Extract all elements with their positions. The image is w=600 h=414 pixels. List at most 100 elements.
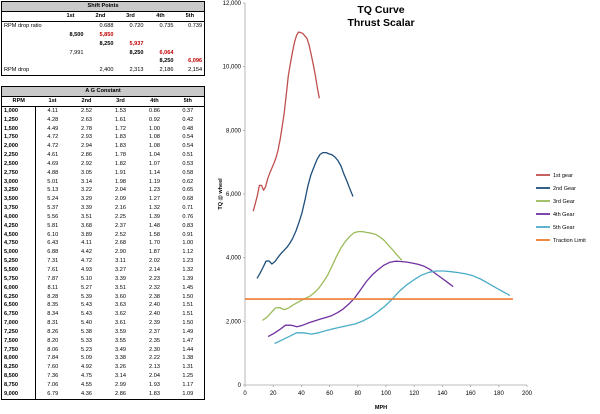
ag-constant-cell: 0.68 <box>182 196 194 203</box>
y-tick-label: 10,000 <box>223 65 242 71</box>
ag-constant-cell: 5.43 <box>81 311 92 318</box>
shift-points-cell: 0.720 <box>129 22 144 29</box>
rpm-cell: 4,000 <box>1 212 36 222</box>
ag-constant-cell: 5.10 <box>81 275 92 282</box>
rpm-cell: 1,000 <box>1 106 36 116</box>
rpm-cell: 6,000 <box>1 283 36 293</box>
table-row: 4,000 5.56 3.51 2.25 1.39 0.76 <box>1 212 205 222</box>
ag-constant-cell: 1.14 <box>149 169 160 176</box>
ag-constant-cell: 5.37 <box>47 205 59 212</box>
rpm-cell: 4,500 <box>1 230 36 240</box>
rpm-cell: 3,000 <box>1 177 36 187</box>
rpm-cell: 6,250 <box>1 292 36 302</box>
table-row: 2,000 4.72 2.94 1.83 1.08 0.54 <box>1 142 205 152</box>
shift-points-cell: 5,850 <box>99 31 114 38</box>
ag-constant-cell: 0.58 <box>182 169 194 176</box>
shift-points-cell <box>176 49 205 58</box>
ag-constant-cell: 8.34 <box>47 311 59 318</box>
x-tick-label: 100 <box>381 391 392 397</box>
rpm-cell: 2,000 <box>1 142 36 152</box>
ag-constant-cell: 1.32 <box>182 267 194 273</box>
shift-points-cell: 6,064 <box>159 49 174 56</box>
shift-points-cell: 0.739 <box>188 22 203 29</box>
rpm-cell: 9,000 <box>1 389 36 400</box>
ag-constant-cell: 7.06 <box>47 381 59 388</box>
tq-curve-chart: 0 2,000 4,000 6,000 8,000 10,000 12,000 0 20 40 6… <box>218 1 586 411</box>
rpm-cell: 8,250 <box>1 363 36 373</box>
ag-constant-cell: 2.35 <box>149 337 160 344</box>
ag-constant-cell: 1.47 <box>182 337 194 344</box>
ag-constant-cell: 1.12 <box>182 249 194 256</box>
x-axis-label: MPH <box>375 405 387 411</box>
ag-constant-cell: 1.51 <box>182 311 194 318</box>
ag-constant-cell: 3.39 <box>115 275 126 282</box>
shift-points-cell: 7,991 <box>69 49 84 56</box>
ag-constant-cell: 4.75 <box>81 373 92 380</box>
rpm-cell: 1,500 <box>1 124 36 134</box>
x-tick-label: 20 <box>270 391 277 397</box>
table-row: 1,000 4.11 2.52 1.53 0.86 0.37 <box>1 106 205 116</box>
ag-constant-cell: 2.02 <box>149 258 160 265</box>
ag-constant-cell: 1.31 <box>182 364 194 371</box>
ag-constant-cell: 1.25 <box>182 373 194 380</box>
y-tick-label: 0 <box>238 383 242 389</box>
plot-area <box>245 31 513 345</box>
y-tick-label: 12,000 <box>223 1 242 7</box>
ag-constant-cell: 1.70 <box>149 240 160 247</box>
ag-constant-cell: 3.22 <box>81 187 92 194</box>
ag-constant-cell: 2.94 <box>81 143 92 150</box>
ag-constant-cell: 3.62 <box>115 311 126 318</box>
ag-constant-cell: 3.11 <box>115 258 126 265</box>
ag-constant-cell: 7.87 <box>47 275 59 282</box>
shift-points-table: Shift Points 1st 2nd 3rd 4th 5th RPM drop ra… <box>1 1 206 77</box>
ag-constant-cell: 2.52 <box>115 231 126 238</box>
ag-constant-cell: 1.58 <box>149 231 160 238</box>
ag-constant-cell: 1.44 <box>182 346 194 353</box>
ag-constant-cell: 6.88 <box>47 249 59 256</box>
ag-constant-cell: 2.04 <box>149 373 160 380</box>
ag-constant-cell: 0.76 <box>182 213 194 220</box>
ag-constant-cell: 0.51 <box>182 152 194 159</box>
shift-points-header-1: 1st <box>55 11 86 22</box>
ag-constant-cell: 4.49 <box>47 125 59 132</box>
ag-constant-cell: 1.07 <box>149 160 160 167</box>
ag-constant-cell: 1.38 <box>182 355 194 362</box>
shift-points-cell <box>176 31 205 40</box>
ag-constant-cell: 2.99 <box>115 381 126 388</box>
ag-constant-cell: 5.56 <box>47 213 59 220</box>
ag-constant-cell: 1.32 <box>149 205 160 212</box>
ag-constant-cell: 5.13 <box>47 187 59 194</box>
ag-constant-cell: 0.86 <box>149 107 160 114</box>
table-row: 8,000 7.84 5.09 3.38 2.22 1.38 <box>1 354 205 364</box>
shift-points-header-2: 2nd <box>85 11 116 22</box>
ag-constant-cell: 6.10 <box>47 231 59 238</box>
ag-constant-cell: 3.39 <box>81 205 92 212</box>
legend-entry: 1st gear <box>553 173 573 179</box>
ag-constant-cell: 4.61 <box>47 152 59 159</box>
ag-constant-cell: 5.39 <box>81 293 92 300</box>
rpm-cell: 5,000 <box>1 248 36 258</box>
table-row: 1,250 4.28 2.63 1.61 0.92 0.42 <box>1 115 205 125</box>
table-row: 7,500 8.20 5.33 3.55 2.35 1.47 <box>1 336 205 346</box>
table-row: 7,750 8.06 5.23 3.49 2.30 1.44 <box>1 345 205 355</box>
shift-points-cell: 2,186 <box>159 67 174 74</box>
x-tick-label: 60 <box>326 391 333 397</box>
ag-constant-cell: 2.68 <box>115 240 126 247</box>
ag-constant-cell: 4.28 <box>47 116 59 123</box>
shift-points-cell <box>116 57 146 66</box>
ag-constant-cell: 4.88 <box>47 169 59 176</box>
table-row: 5,000 6.88 4.42 2.90 1.87 1.12 <box>1 248 205 258</box>
ag-constant-cell: 1.61 <box>115 116 126 123</box>
series-line-1 <box>256 151 354 279</box>
table-row: 2,500 4.69 2.92 1.82 1.07 0.53 <box>1 159 205 169</box>
ag-constant-cell: 3.14 <box>81 178 92 185</box>
ag-constant-cell: 0.37 <box>182 107 194 114</box>
ag-constant-cell: 3.51 <box>115 284 126 291</box>
ag-constant-cell: 1.09 <box>182 390 194 397</box>
shift-points-cell <box>146 40 176 49</box>
ag-constant-cell: 5.38 <box>81 328 92 335</box>
table-row: 4,250 5.81 3.68 2.37 1.48 0.83 <box>1 221 205 231</box>
table-row: 7,250 8.26 5.38 3.59 2.37 1.49 <box>1 327 205 337</box>
ag-constant-cell: 2.86 <box>115 390 126 397</box>
ag-constant-cell: 4.72 <box>47 143 59 150</box>
